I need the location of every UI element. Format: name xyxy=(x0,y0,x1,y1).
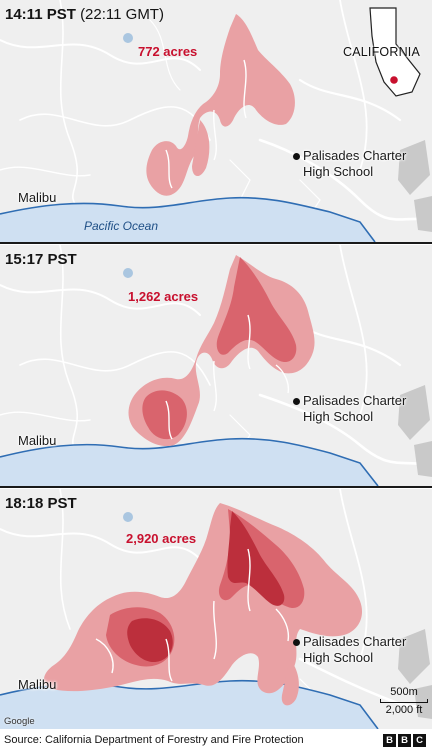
panel-3-school-label: Palisades Charter High School xyxy=(303,634,407,665)
panel-1-school-marker xyxy=(293,153,300,160)
scale-bar: 500m 2,000 ft xyxy=(380,686,428,716)
panel-2-school-marker xyxy=(293,398,300,405)
map-background-1 xyxy=(0,0,432,242)
panel-1-timestamp: 14:11 PST (22:11 GMT) xyxy=(5,6,164,23)
bbc-logo: B B C xyxy=(383,734,426,747)
panel-3-malibu-label: Malibu xyxy=(18,677,57,692)
panel-2-malibu-label: Malibu xyxy=(18,433,57,448)
bbc-logo-letter-3: C xyxy=(413,734,426,747)
panel-3-timestamp: 18:18 PST xyxy=(5,495,77,512)
panel-3-acres-label: 2,920 acres xyxy=(126,531,197,546)
panel-divider xyxy=(0,242,432,244)
footer: Source: California Department of Forestr… xyxy=(0,731,432,750)
panel-1-acres-label: 772 acres xyxy=(138,44,198,59)
bbc-logo-letter-2: B xyxy=(398,734,411,747)
map-panel-2: 15:17 PST 1,262 acres Palisades Charter H… xyxy=(0,245,432,486)
panel-2-school-label: Palisades Charter High School xyxy=(303,393,407,424)
scale-bar-line xyxy=(380,699,428,703)
map-background-2 xyxy=(0,245,432,486)
panel-2-timestamp: 15:17 PST xyxy=(5,251,77,268)
pacific-ocean-label: Pacific Ocean xyxy=(84,219,159,233)
panel-3-school-marker xyxy=(293,639,300,646)
panel-1-school-label: Palisades Charter High School xyxy=(303,148,407,179)
bbc-logo-letter-1: B xyxy=(383,734,396,747)
scale-imperial-label: 2,000 ft xyxy=(385,704,423,716)
map-background-3 xyxy=(0,489,432,729)
panel-1-gmt-time: (22:11 GMT) xyxy=(80,6,164,23)
panel-divider xyxy=(0,486,432,488)
map-panel-1: 14:11 PST (22:11 GMT) 772 acres Palisade… xyxy=(0,0,432,242)
scale-metric-label: 500m xyxy=(390,686,418,698)
source-credit: Source: California Department of Forestr… xyxy=(4,734,304,746)
panel-1-malibu-label: Malibu xyxy=(18,190,57,205)
google-attribution: Google xyxy=(4,716,35,727)
panel-2-acres-label: 1,262 acres xyxy=(128,289,199,304)
map-panel-3: 18:18 PST 2,920 acres Palisades Charter H… xyxy=(0,489,432,729)
california-inset-label: CALIFORNIA xyxy=(343,45,421,59)
